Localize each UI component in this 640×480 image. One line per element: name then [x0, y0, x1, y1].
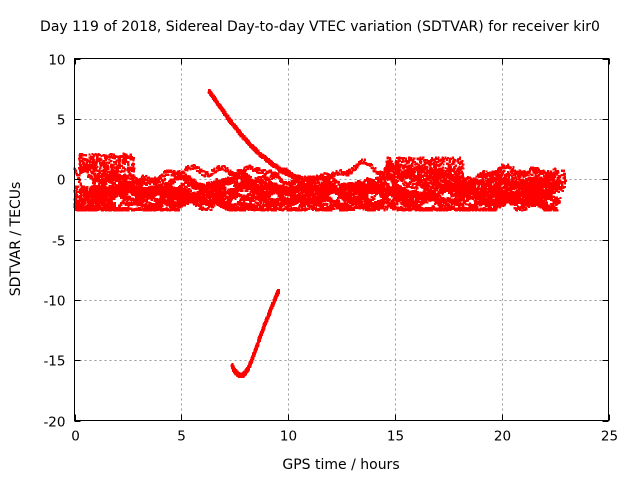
y-tick-label: -15: [43, 354, 65, 370]
y-tick-label: 10: [48, 53, 65, 69]
x-tick-label: 0: [71, 429, 80, 445]
x-tick-label: 10: [280, 429, 297, 445]
y-tick-label: 0: [57, 173, 66, 189]
x-tick-labels: 0 5 10 15 20 25: [71, 429, 618, 445]
x-tick-label: 20: [494, 429, 511, 445]
data-points: [73, 89, 567, 379]
x-tick-label: 15: [387, 429, 404, 445]
x-tick-label: 5: [177, 429, 186, 445]
y-tick-label: -10: [43, 294, 65, 310]
y-tick-label: -20: [43, 415, 65, 431]
x-tickmarks: [74, 58, 611, 421]
plot-frame: [73, 57, 610, 422]
y-tickmarks: [74, 58, 609, 423]
gridlines: [74, 58, 609, 421]
x-axis-title: GPS time / hours: [282, 457, 399, 473]
y-tick-label: 5: [57, 113, 66, 129]
y-tick-label: -5: [52, 234, 65, 250]
x-tick-label: 25: [601, 429, 618, 445]
y-axis-title: SDTVAR / TECUs: [8, 182, 24, 297]
y-tick-labels: -20 -15 -10 -5 0 5 10: [43, 53, 65, 431]
page-title: Day 119 of 2018, Sidereal Day-to-day VTE…: [40, 19, 600, 35]
